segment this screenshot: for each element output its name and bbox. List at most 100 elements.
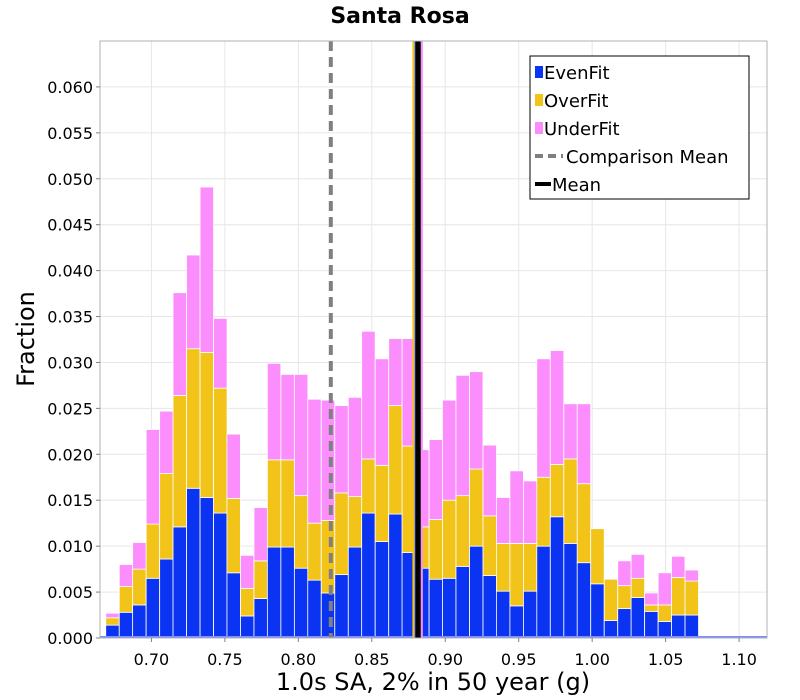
bar-overfit — [469, 468, 484, 547]
bar-overfit — [293, 495, 309, 569]
bar-underfit — [186, 254, 201, 350]
chart-title: Santa Rosa — [330, 4, 469, 29]
bar-overfit — [347, 496, 363, 548]
bar-underfit — [455, 374, 470, 497]
legend-swatch-underfit — [535, 122, 543, 134]
bar-evenfit — [469, 545, 484, 639]
bar-evenfit — [644, 610, 659, 639]
bar-evenfit — [132, 604, 147, 639]
bar-overfit — [213, 387, 228, 514]
x-tick-label: 0.85 — [354, 650, 390, 669]
bar-overfit — [549, 464, 565, 518]
bar-evenfit — [240, 615, 255, 639]
plot-frame — [99, 40, 768, 639]
bar-overfit — [590, 528, 605, 585]
bar-evenfit — [455, 565, 470, 639]
bar-underfit — [536, 358, 551, 478]
y-tick-label: 0.030 — [47, 353, 93, 372]
y-tick-label: 0.045 — [47, 216, 93, 235]
bar-overfit — [266, 459, 282, 548]
bar-evenfit — [226, 572, 241, 639]
x-tick-label: 0.95 — [501, 650, 537, 669]
bar-underfit — [293, 374, 309, 497]
bar-overfit — [671, 576, 686, 616]
bar-underfit — [145, 429, 161, 525]
bar-evenfit — [320, 592, 336, 639]
bar-underfit — [240, 554, 255, 589]
y-tick-label: 0.000 — [47, 629, 93, 648]
bar-evenfit — [145, 577, 161, 639]
bar-evenfit — [280, 546, 295, 639]
bar-evenfit — [428, 578, 443, 639]
bar-underfit — [563, 403, 578, 460]
bar-overfit — [684, 580, 699, 616]
bar-underfit — [307, 398, 322, 524]
y-tick-label: 0.010 — [47, 537, 93, 556]
legend-label: Comparison Mean — [566, 147, 729, 168]
y-tick-label: 0.025 — [47, 399, 93, 418]
bar-underfit — [226, 433, 241, 499]
bar-overfit — [334, 492, 349, 576]
legend-swatch-overfit — [535, 94, 543, 106]
bar-underfit — [576, 403, 592, 485]
legend-box — [529, 55, 750, 200]
y-tick-label: 0.020 — [47, 445, 93, 464]
mean-lines — [328, 41, 423, 638]
bar-underfit — [671, 555, 686, 578]
bar-underfit — [172, 292, 187, 396]
x-tick-label: 1.10 — [721, 650, 757, 669]
bar-underfit — [159, 410, 174, 474]
bar-evenfit — [630, 597, 645, 639]
bar-underfit — [482, 444, 497, 517]
bar-evenfit — [199, 497, 214, 639]
bar-underfit — [442, 399, 457, 501]
bar-evenfit — [253, 598, 268, 639]
bar-underfit — [428, 439, 443, 520]
y-tick-label: 0.050 — [47, 170, 93, 189]
bar-evenfit — [172, 526, 187, 639]
bar-overfit — [226, 497, 241, 574]
y-tick-label: 0.005 — [47, 583, 93, 602]
bar-overfit — [307, 522, 322, 581]
y-tick-label: 0.015 — [47, 491, 93, 510]
legend-swatch-evenfit — [535, 66, 543, 78]
bar-underfit — [630, 554, 645, 579]
bar-evenfit — [442, 577, 457, 639]
bar-overfit — [199, 351, 214, 498]
bar-underfit — [388, 338, 403, 407]
bar-overfit — [617, 585, 632, 610]
bar-evenfit — [576, 562, 592, 639]
y-tick-label: 0.035 — [47, 308, 93, 327]
bar-overfit — [240, 588, 255, 617]
bars — [100, 186, 767, 639]
bar-underfit — [118, 564, 134, 587]
bar-overfit — [159, 473, 174, 560]
bar-overfit — [388, 405, 403, 515]
bar-underfit — [266, 362, 282, 461]
bar-underfit — [617, 560, 632, 587]
bar-evenfit — [563, 542, 578, 639]
bar-evenfit — [118, 611, 134, 639]
bar-underfit — [280, 374, 295, 461]
bar-underfit — [523, 480, 538, 544]
bar-overfit — [576, 483, 592, 564]
bar-evenfit — [671, 614, 686, 639]
bar-overfit — [361, 458, 376, 514]
bar-underfit — [132, 542, 147, 570]
bar-evenfit — [509, 605, 524, 639]
bar-evenfit — [523, 590, 538, 639]
bar-overfit — [442, 499, 457, 579]
x-axis-label: 1.0s SA, 2% in 50 year (g) — [276, 668, 590, 696]
bar-underfit — [253, 507, 268, 562]
bar-overfit — [523, 542, 538, 592]
bar-underfit — [213, 317, 228, 389]
bar-evenfit — [549, 516, 565, 639]
bar-underfit — [374, 358, 390, 466]
bar-underfit — [509, 470, 524, 544]
bar-evenfit — [347, 546, 363, 639]
legend: EvenFit OverFit UnderFit Comparison Mean Mea… — [529, 55, 750, 200]
bar-evenfit — [266, 546, 282, 639]
bar-overfit — [253, 560, 268, 599]
bar-overfit — [132, 568, 147, 606]
